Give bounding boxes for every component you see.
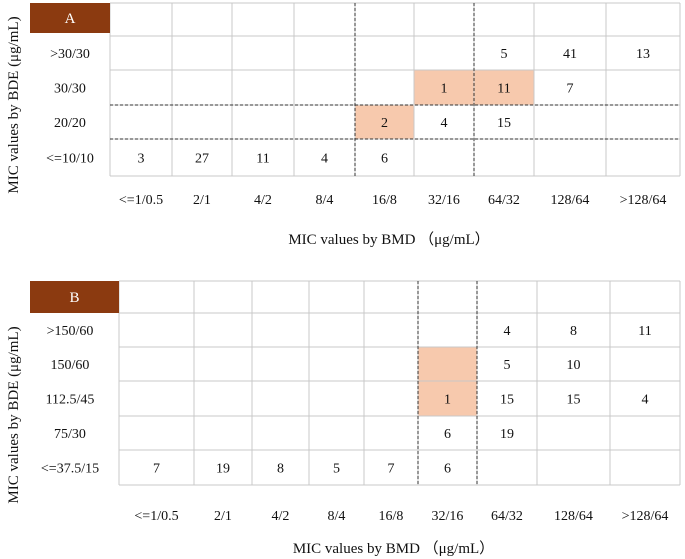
x-tick-label: >128/64	[622, 509, 669, 524]
data-cell-value: 6	[444, 427, 451, 442]
data-cell-value: 10	[567, 358, 581, 373]
x-tick-label: 4/2	[254, 193, 272, 208]
x-tick-label: 2/1	[214, 509, 232, 524]
x-tick-label: 32/16	[432, 509, 464, 524]
data-cell-value: 15	[500, 393, 514, 408]
x-tick-label: 8/4	[316, 193, 334, 208]
x-tick-label: <=1/0.5	[119, 193, 163, 208]
highlight-cell	[355, 105, 414, 139]
panel-label-box	[30, 281, 119, 313]
x-tick-label: 64/32	[491, 509, 523, 524]
data-cell-value: 11	[638, 324, 651, 339]
y-tick-label: >30/30	[50, 47, 90, 62]
highlight-cell	[418, 347, 477, 381]
highlight-cell	[414, 70, 474, 105]
x-tick-label: 64/32	[488, 193, 520, 208]
y-tick-label: 150/60	[51, 358, 90, 373]
y-axis-title: MIC values by BDE (μg/mL)	[6, 16, 22, 193]
data-cell-value: 13	[636, 47, 650, 62]
y-tick-label: <=10/10	[46, 152, 94, 167]
data-cell-value: 6	[381, 152, 388, 167]
x-tick-label: 128/64	[554, 509, 593, 524]
panel-label: A	[65, 11, 76, 27]
data-cell-value: 41	[563, 47, 577, 62]
y-tick-label: <=37.5/15	[41, 462, 99, 477]
x-tick-label: 8/4	[328, 509, 346, 524]
x-tick-label: 2/1	[193, 193, 211, 208]
x-tick-label: 16/8	[379, 509, 404, 524]
data-cell-value: 15	[567, 393, 581, 408]
data-cell-value: 4	[321, 152, 328, 167]
data-cell-value: 27	[195, 152, 209, 167]
y-tick-label: 20/20	[54, 116, 86, 131]
y-tick-label: 112.5/45	[46, 393, 95, 408]
highlight-cell	[418, 381, 477, 416]
data-cell-value: 2	[381, 116, 388, 131]
x-axis-title: MIC values by BMD （μg/mL）	[288, 231, 489, 248]
data-cell-value: 6	[444, 462, 451, 477]
data-cell-value: 1	[444, 393, 451, 408]
x-tick-label: 16/8	[372, 193, 397, 208]
x-tick-label: <=1/0.5	[134, 509, 178, 524]
x-tick-label: >128/64	[620, 193, 667, 208]
y-tick-label: 75/30	[54, 427, 86, 442]
data-cell-value: 4	[642, 393, 649, 408]
data-cell-value: 4	[441, 116, 448, 131]
data-cell-value: 7	[567, 82, 574, 97]
data-cell-value: 3	[138, 152, 145, 167]
data-cell-value: 15	[497, 116, 511, 131]
x-tick-label: 4/2	[272, 509, 290, 524]
panel-label: B	[69, 290, 79, 306]
y-axis-title: MIC values by BDE (μg/mL)	[6, 326, 22, 503]
x-tick-label: 32/16	[428, 193, 460, 208]
data-cell-value: 5	[504, 358, 511, 373]
data-cell-value: 11	[256, 152, 269, 167]
data-cell-value: 11	[497, 82, 510, 97]
data-cell-value: 5	[501, 47, 508, 62]
y-tick-label: 30/30	[54, 82, 86, 97]
x-axis-title: MIC values by BMD （μg/mL）	[293, 540, 494, 557]
panel-label-box	[30, 3, 110, 33]
x-tick-label: 128/64	[551, 193, 590, 208]
data-cell-value: 1	[441, 82, 448, 97]
data-cell-value: 8	[570, 324, 577, 339]
data-cell-value: 19	[216, 462, 230, 477]
highlight-cell	[474, 70, 534, 105]
data-cell-value: 4	[504, 324, 511, 339]
data-cell-value: 5	[333, 462, 340, 477]
data-cell-value: 7	[153, 462, 160, 477]
data-cell-value: 19	[500, 427, 514, 442]
data-cell-value: 7	[388, 462, 395, 477]
y-tick-label: >150/60	[47, 324, 94, 339]
data-cell-value: 8	[277, 462, 284, 477]
